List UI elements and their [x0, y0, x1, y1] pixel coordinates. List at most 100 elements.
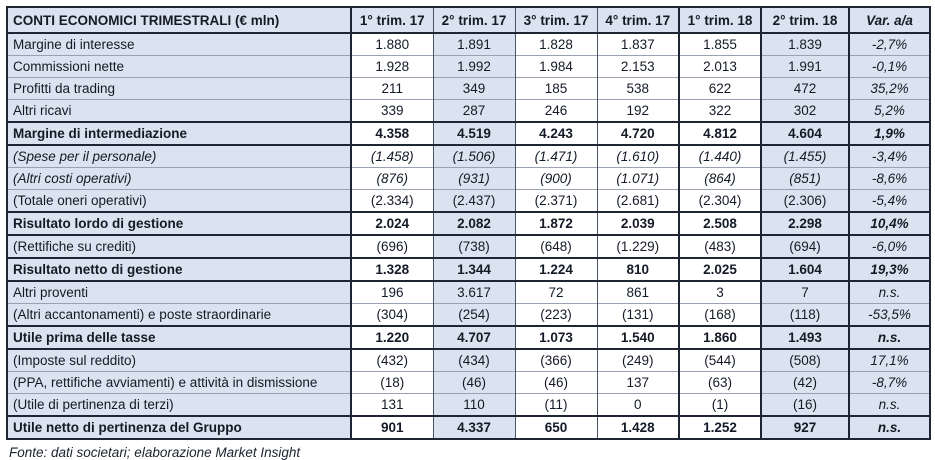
value-cell: 192	[596, 99, 679, 122]
value-cell: (876)	[350, 167, 433, 190]
table-row: (Rettifiche su crediti) (696) (738) (648) (1…	[7, 234, 930, 258]
header-row: CONTI ECONOMICI TRIMESTRALI (€ mln) 1° t…	[7, 7, 930, 34]
value-cell: (2.304)	[678, 189, 761, 212]
value-cell: (42)	[760, 371, 849, 394]
value-cell: 2.025	[678, 257, 761, 282]
value-cell: 1.220	[350, 325, 433, 350]
value-cell: 2.298	[760, 211, 849, 236]
value-cell: (168)	[678, 303, 761, 326]
value-cell: 322	[678, 99, 761, 122]
value-cell: 1.984	[514, 55, 597, 78]
column-header: Var. a/a	[848, 7, 930, 34]
table-row: (PPA, rettifiche avviamenti) e attività …	[7, 371, 930, 394]
value-cell: (1.471)	[514, 144, 597, 168]
table-body: Margine di interesse 1.880 1.891 1.828 1.837…	[7, 32, 930, 440]
value-cell: 4.707	[432, 325, 515, 350]
value-cell: (1.506)	[432, 144, 515, 168]
quarterly-income-table: CONTI ECONOMICI TRIMESTRALI (€ mln) 1° t…	[6, 6, 931, 440]
row-label: Commissioni nette	[7, 55, 351, 78]
value-cell: (900)	[514, 167, 597, 190]
table-row: Utile netto di pertinenza del Gruppo 901 4…	[7, 415, 930, 440]
table-row: Margine di intermediazione 4.358 4.519 4.24…	[7, 121, 930, 146]
value-cell: 211	[350, 77, 433, 100]
variation-cell: -6,0%	[848, 234, 930, 258]
value-cell: (508)	[760, 348, 849, 372]
value-cell: (118)	[760, 303, 849, 326]
value-cell: (483)	[678, 234, 761, 258]
value-cell: 1.493	[760, 325, 849, 350]
value-cell: (648)	[514, 234, 597, 258]
column-header: 2° trim. 17	[432, 7, 515, 34]
column-header: 1° trim. 18	[678, 7, 761, 34]
value-cell: (2.681)	[596, 189, 679, 212]
value-cell: 287	[432, 99, 515, 122]
value-cell: 4.337	[432, 415, 515, 440]
value-cell: (63)	[678, 371, 761, 394]
variation-cell: -8,6%	[848, 167, 930, 190]
value-cell: 1.252	[678, 415, 761, 440]
value-cell: (11)	[514, 393, 597, 416]
value-cell: 1.991	[760, 55, 849, 78]
variation-cell: -2,7%	[848, 32, 930, 56]
value-cell: (223)	[514, 303, 597, 326]
value-cell: 131	[350, 393, 433, 416]
value-cell: (304)	[350, 303, 433, 326]
value-cell: 1.891	[432, 32, 515, 56]
value-cell: 927	[760, 415, 849, 440]
table-row: (Utile di pertinenza di terzi) 131 110 (11)…	[7, 393, 930, 416]
value-cell: (434)	[432, 348, 515, 372]
value-cell: 1.073	[514, 325, 597, 350]
table-row: (Altri costi operativi) (876) (931) (900) (1…	[7, 167, 930, 190]
value-cell: (1.229)	[596, 234, 679, 258]
value-cell: 196	[350, 280, 433, 304]
value-cell: 1.872	[514, 211, 597, 236]
column-header: 4° trim. 17	[596, 7, 679, 34]
column-header: 2° trim. 18	[760, 7, 849, 34]
value-cell: 2.024	[350, 211, 433, 236]
value-cell: 1.839	[760, 32, 849, 56]
value-cell: (46)	[432, 371, 515, 394]
table-row: Utile prima delle tasse 1.220 4.707 1.073 1.…	[7, 325, 930, 350]
value-cell: 538	[596, 77, 679, 100]
value-cell: (2.306)	[760, 189, 849, 212]
value-cell: (432)	[350, 348, 433, 372]
value-cell: 4.519	[432, 121, 515, 146]
variation-cell: 10,4%	[848, 211, 930, 236]
value-cell: (2.371)	[514, 189, 597, 212]
row-label: (Spese per il personale)	[7, 144, 351, 168]
table-title: CONTI ECONOMICI TRIMESTRALI (€ mln)	[7, 7, 351, 34]
variation-cell: 17,1%	[848, 348, 930, 372]
value-cell: (1.071)	[596, 167, 679, 190]
variation-cell: n.s.	[848, 393, 930, 416]
value-cell: (2.334)	[350, 189, 433, 212]
value-cell: (1.458)	[350, 144, 433, 168]
value-cell: 810	[596, 257, 679, 282]
table-row: (Imposte sul reddito) (432) (434) (366) (249…	[7, 348, 930, 372]
value-cell: 2.013	[678, 55, 761, 78]
value-cell: 1.224	[514, 257, 597, 282]
column-header: 1° trim. 17	[350, 7, 433, 34]
value-cell: (16)	[760, 393, 849, 416]
value-cell: 1.992	[432, 55, 515, 78]
value-cell: 3	[678, 280, 761, 304]
value-cell: 2.082	[432, 211, 515, 236]
row-label: Risultato lordo di gestione	[7, 211, 351, 236]
value-cell: (1.440)	[678, 144, 761, 168]
value-cell: 861	[596, 280, 679, 304]
value-cell: (18)	[350, 371, 433, 394]
variation-cell: 1,9%	[848, 121, 930, 146]
value-cell: 1.828	[514, 32, 597, 56]
value-cell: 1.344	[432, 257, 515, 282]
value-cell: 4.812	[678, 121, 761, 146]
row-label: Altri ricavi	[7, 99, 351, 122]
value-cell: (738)	[432, 234, 515, 258]
table-row: Altri proventi 196 3.617 72 861 3 7 n.s.	[7, 280, 930, 304]
value-cell: 4.720	[596, 121, 679, 146]
value-cell: 4.243	[514, 121, 597, 146]
row-label: Margine di intermediazione	[7, 121, 351, 146]
value-cell: 650	[514, 415, 597, 440]
value-cell: 339	[350, 99, 433, 122]
row-label: Profitti da trading	[7, 77, 351, 100]
row-label: (PPA, rettifiche avviamenti) e attività …	[7, 371, 351, 394]
